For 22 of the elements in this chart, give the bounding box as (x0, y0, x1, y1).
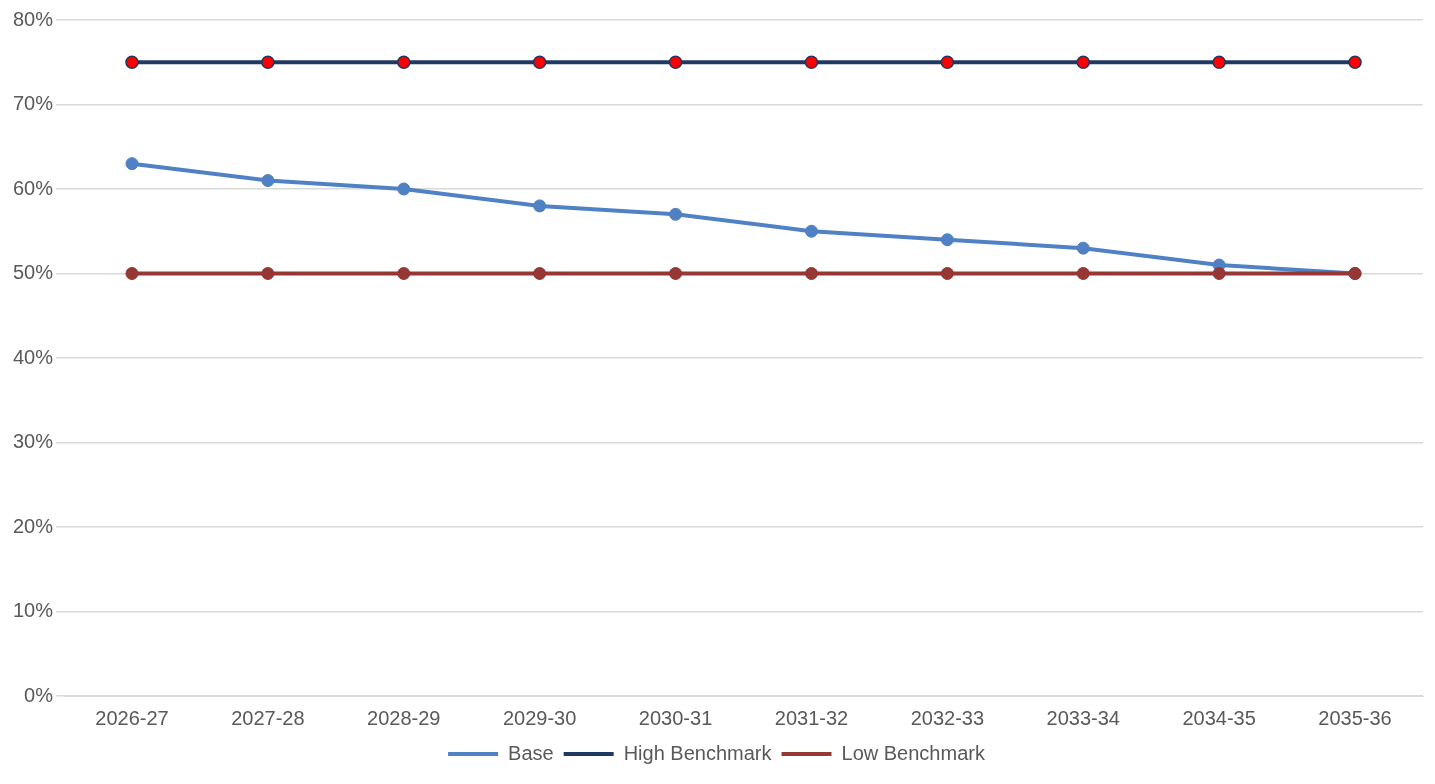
y-tick-label: 80% (13, 7, 54, 30)
x-tick-label: 2033-34 (1046, 706, 1120, 729)
y-tick-label: 0% (24, 683, 54, 706)
x-tick-label: 2027-28 (231, 706, 305, 729)
legend-label: High Benchmark (623, 741, 773, 764)
y-tick-label: 70% (13, 92, 54, 115)
x-tick-label: 2026-27 (95, 706, 169, 729)
x-tick-label: 2030-31 (638, 706, 713, 729)
legend-label: Low Benchmark (841, 741, 986, 764)
y-tick-label: 30% (13, 430, 54, 453)
y-tick-label: 60% (13, 176, 54, 199)
x-tick-label: 2035-36 (1318, 706, 1392, 729)
x-tick-label: 2034-35 (1182, 706, 1256, 729)
y-tick-label: 10% (13, 599, 54, 622)
x-tick-label: 2028-29 (367, 706, 441, 729)
x-tick-label: 2032-33 (910, 706, 985, 729)
y-tick-label: 20% (13, 514, 54, 537)
y-tick-label: 50% (13, 261, 54, 284)
x-tick-label: 2029-30 (502, 706, 577, 729)
y-tick-label: 40% (13, 345, 54, 368)
x-tick-label: 2031-32 (774, 706, 849, 729)
legend-label: Base (508, 741, 554, 764)
